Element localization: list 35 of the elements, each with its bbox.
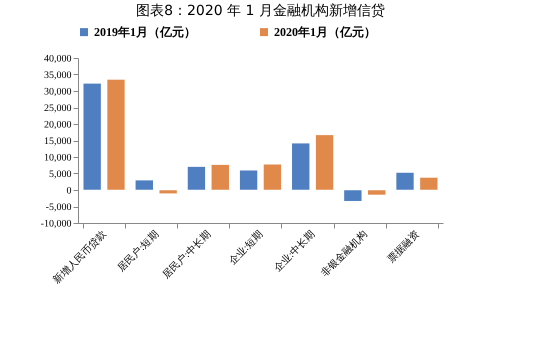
bar — [106, 79, 126, 190]
x-tick-label: 新增人民币贷款 — [50, 228, 109, 286]
bar — [82, 83, 102, 190]
y-tick-label: 40,000 — [44, 54, 72, 64]
x-tick-label: 企业:中长期 — [272, 228, 318, 274]
bar — [211, 164, 230, 190]
bar — [344, 190, 362, 202]
bar — [239, 170, 258, 190]
x-tick-label: 企业:短期 — [226, 228, 266, 267]
y-tick-label: -10,000 — [40, 218, 72, 230]
bar — [315, 134, 334, 190]
x-tick-label: 居民户:中长期 — [160, 228, 214, 282]
x-tick-label: 居民户:短期 — [115, 228, 161, 274]
y-tick-label: 15,000 — [44, 136, 72, 147]
chart-title: 图表8：2020 年 1 月金融机构新增信贷 — [136, 3, 385, 19]
bar — [135, 180, 154, 190]
y-tick-label: 35,000 — [44, 70, 72, 81]
bar — [263, 164, 282, 190]
bar — [368, 190, 386, 196]
bar — [396, 172, 414, 190]
y-tick-label: 5,000 — [49, 169, 72, 180]
x-tick-label: 非银金融机构 — [318, 228, 370, 280]
y-tick-label: 25,000 — [44, 103, 72, 114]
y-tick-label: -5,000 — [46, 202, 72, 213]
y-tick-label: 30,000 — [44, 86, 72, 98]
y-tick-label: 10,000 — [44, 152, 72, 164]
y-tick-label: 20,000 — [44, 120, 72, 130]
legend-label: 2020年1月（亿元） — [274, 25, 376, 40]
y-tick-label: 0 — [66, 186, 72, 196]
legend-label: 2019年1月（亿元） — [94, 25, 196, 40]
bar — [158, 190, 178, 194]
x-tick-label: 票据融资 — [384, 228, 422, 266]
bar — [187, 166, 206, 190]
bar — [420, 177, 438, 190]
bar — [292, 142, 310, 190]
